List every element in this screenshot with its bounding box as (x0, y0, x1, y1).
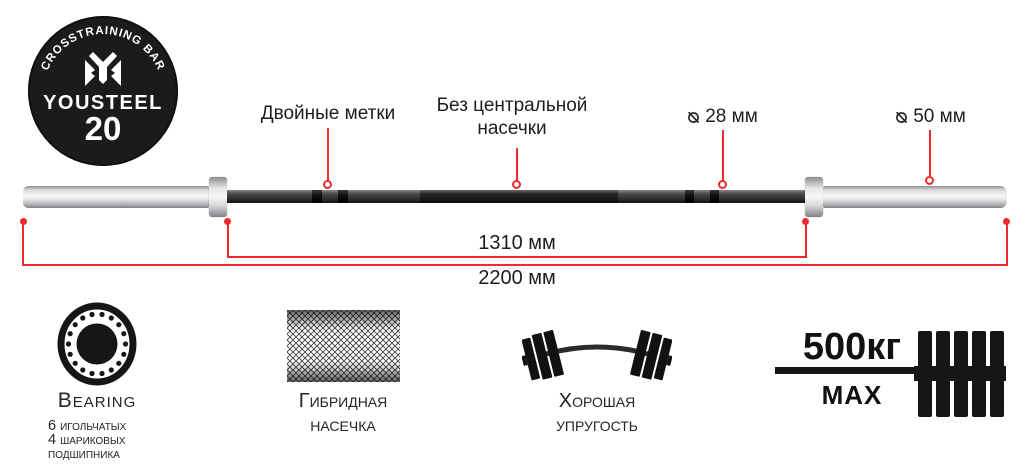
loaded-plates-icon (914, 330, 1006, 423)
pointer-line (516, 148, 518, 181)
dim-1310-line (227, 256, 807, 258)
pointer-dot-icon (925, 176, 934, 185)
bearing-detail-line: 4 шариковых (48, 432, 126, 448)
pointer-line (722, 130, 724, 181)
max-load-bar (775, 367, 922, 374)
knurl-caption-line2: насечка (310, 413, 376, 436)
barbell-right-sleeve (823, 186, 1007, 208)
knurl-caption-line1: Гибридная (298, 390, 388, 412)
callout-sleeve-diameter: 50 мм (880, 106, 980, 132)
pointer-dot-icon (718, 180, 727, 189)
shaft-knurl-segment (348, 190, 420, 203)
dim-dot-icon (1003, 218, 1010, 225)
shaft-ring-mark (338, 190, 348, 203)
shaft-ring-mark (312, 190, 322, 203)
whippy-barbell-icon (521, 325, 673, 388)
diameter-icon (688, 112, 700, 124)
max-load-value: 500кг (802, 326, 902, 368)
pointer-dot-icon (512, 180, 521, 189)
pointer-line (327, 128, 329, 181)
callout-no-center-knurl: Без центральной насечки (420, 95, 604, 141)
feature-whip-caption: Хорошая упругость (512, 390, 682, 437)
shaft-smooth-center (420, 190, 618, 203)
shaft-knurl-segment (719, 190, 805, 203)
bar-weight-number: 20 (84, 110, 122, 147)
pointer-line (929, 130, 931, 177)
shaft-ring-mark (685, 190, 694, 203)
dim-2200-right-riser (1006, 221, 1008, 266)
bearing-detail-line: 6 игольчатых (48, 418, 127, 434)
bearing-icon (57, 302, 137, 391)
shaft-ring-mark (710, 190, 719, 203)
callout-double-marks-label: Двойные метки (260, 103, 396, 124)
shaft-knurl-segment (322, 190, 338, 203)
dim-2200-left-riser (22, 221, 24, 266)
dim-1310-label: 1310 мм (478, 232, 556, 254)
logo-badge: CROSSTRAINING BAR (28, 16, 178, 166)
max-load-label: MAX (821, 380, 883, 410)
shaft-knurl-segment (618, 190, 685, 203)
feature-knurl-caption: Гибридная насечка (273, 390, 413, 437)
barbell-left-collar (209, 177, 227, 217)
feature-bearing-title: Bearing (57, 389, 137, 412)
shaft-knurl-segment (694, 190, 710, 203)
shaft-knurl-segment (227, 190, 312, 203)
yousteel-emblem-icon (85, 52, 121, 86)
callout-sleeve-diameter-label: 50 мм (913, 106, 966, 127)
dim-1310-right-riser (805, 221, 807, 258)
brand-name: YOUSTEEL (43, 92, 163, 114)
bearing-detail-line: подшипника (48, 446, 120, 462)
pointer-dot-icon (323, 180, 332, 189)
barbell-left-sleeve (23, 186, 209, 208)
knurling-texture-icon (287, 310, 400, 387)
callout-shaft-diameter-label: 28 мм (705, 106, 758, 127)
dim-1310-left-riser (227, 221, 229, 258)
callout-no-center-knurl-line2: насечки (477, 117, 547, 139)
dim-dot-icon (802, 218, 809, 225)
dim-2200-label: 2200 мм (478, 267, 556, 289)
dim-2200-line (22, 264, 1008, 266)
diameter-icon (896, 112, 908, 124)
callout-shaft-diameter: 28 мм (672, 106, 772, 132)
callout-no-center-knurl-line1: Без центральной (436, 95, 588, 116)
whip-caption-line1: Хорошая (558, 390, 636, 412)
feature-bearing-details: 6 игольчатых 4 шариковых подшипника (48, 418, 127, 462)
whip-caption-line2: упругость (556, 413, 638, 436)
barbell-right-collar (805, 177, 823, 217)
callout-double-marks: Двойные метки (230, 103, 426, 126)
